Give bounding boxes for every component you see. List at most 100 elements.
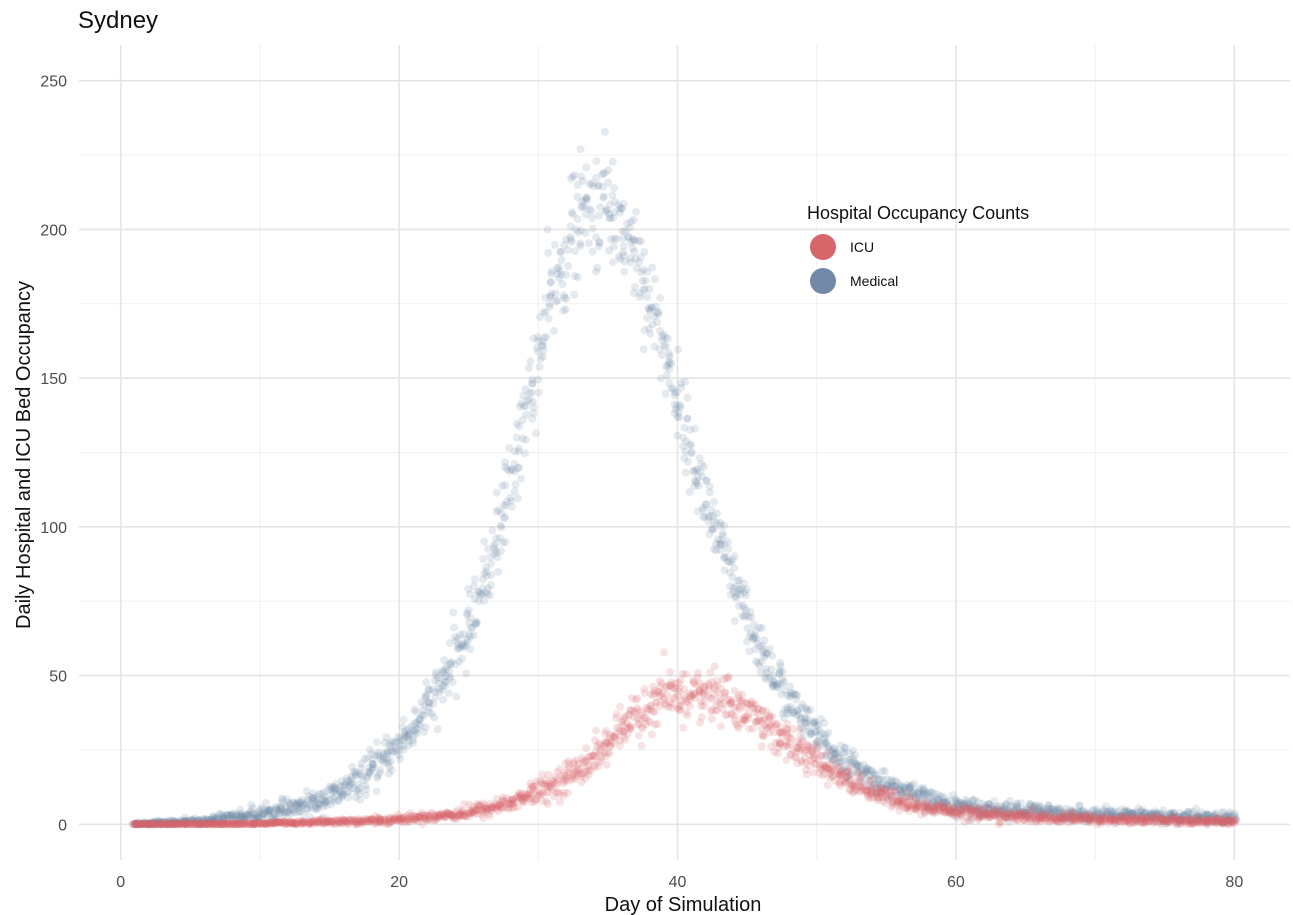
point-medical	[920, 790, 929, 799]
point-medical	[260, 805, 269, 814]
point-medical	[742, 585, 751, 594]
point-medical	[419, 711, 428, 720]
point-icu	[424, 811, 433, 820]
point-icu	[560, 788, 568, 797]
point-icu	[633, 720, 642, 729]
point-medical	[918, 792, 927, 801]
point-medical	[195, 815, 204, 824]
point-medical	[796, 719, 805, 727]
point-medical	[519, 402, 528, 411]
point-medical	[1063, 811, 1072, 820]
point-medical	[858, 780, 867, 789]
point-icu	[371, 812, 380, 821]
point-medical	[326, 800, 335, 809]
point-medical	[520, 449, 529, 458]
point-medical	[369, 762, 378, 771]
point-medical	[810, 740, 819, 749]
point-icu	[365, 818, 374, 826]
point-medical	[820, 719, 829, 728]
series-medical	[129, 127, 1241, 829]
point-icu	[575, 769, 584, 778]
point-medical	[1166, 810, 1175, 819]
point-medical	[144, 819, 153, 828]
point-medical	[430, 713, 439, 722]
point-medical	[250, 809, 259, 818]
point-medical	[167, 820, 176, 829]
point-icu	[262, 820, 271, 829]
point-medical	[556, 247, 565, 256]
point-icu	[473, 803, 482, 811]
point-medical	[795, 710, 803, 719]
point-medical	[755, 662, 764, 671]
point-medical	[472, 617, 481, 626]
point-medical	[775, 669, 784, 678]
point-icu	[329, 817, 338, 826]
point-icu	[626, 723, 635, 732]
point-medical	[648, 320, 657, 329]
point-medical	[1230, 809, 1239, 818]
point-icu	[521, 790, 530, 799]
point-medical	[492, 507, 501, 516]
point-icu	[237, 820, 246, 829]
point-icu	[460, 810, 469, 819]
point-medical	[557, 255, 566, 264]
point-medical	[1000, 802, 1009, 811]
point-medical	[928, 802, 937, 810]
point-medical	[452, 637, 461, 646]
point-medical	[978, 799, 987, 808]
point-medical	[204, 816, 213, 825]
point-medical	[545, 302, 554, 311]
point-medical	[1090, 812, 1099, 821]
point-medical	[466, 645, 475, 654]
point-medical	[953, 813, 962, 822]
point-medical	[544, 314, 553, 323]
point-medical	[391, 744, 400, 753]
point-icu	[473, 800, 482, 808]
point-medical	[431, 688, 439, 697]
point-medical	[533, 333, 542, 342]
point-medical	[1033, 807, 1042, 816]
point-icu	[344, 816, 353, 825]
point-medical	[393, 737, 402, 746]
point-medical	[702, 500, 711, 509]
point-medical	[951, 797, 960, 806]
point-medical	[525, 396, 534, 404]
point-medical	[769, 677, 778, 685]
point-medical	[777, 690, 786, 699]
point-medical	[181, 816, 190, 825]
point-icu	[208, 819, 217, 828]
point-medical	[337, 782, 346, 791]
point-medical	[801, 704, 810, 713]
point-medical	[1123, 810, 1132, 819]
point-medical	[197, 820, 206, 829]
point-medical	[1218, 818, 1227, 827]
point-medical	[1116, 812, 1125, 821]
point-medical	[187, 817, 196, 826]
point-medical	[298, 798, 307, 807]
point-icu	[599, 742, 607, 751]
point-icu	[517, 792, 525, 801]
point-medical	[717, 540, 726, 549]
point-medical	[1170, 809, 1179, 818]
point-icu	[519, 793, 528, 802]
point-icu	[303, 817, 312, 826]
point-medical	[985, 805, 993, 814]
point-medical	[780, 686, 789, 695]
point-icu	[520, 798, 528, 807]
point-icu	[707, 715, 716, 723]
point-medical	[1224, 816, 1233, 825]
point-icu	[637, 708, 645, 717]
point-medical	[1201, 811, 1210, 820]
point-medical	[640, 248, 649, 256]
point-medical	[638, 277, 647, 286]
point-medical	[141, 818, 150, 827]
point-icu	[536, 790, 545, 799]
point-medical	[380, 739, 389, 747]
point-icu	[185, 820, 194, 829]
point-icu	[632, 714, 641, 723]
point-icu	[144, 819, 153, 828]
point-medical	[834, 753, 843, 762]
point-icu	[626, 706, 635, 715]
point-medical	[1003, 808, 1012, 817]
point-medical	[1180, 810, 1189, 819]
